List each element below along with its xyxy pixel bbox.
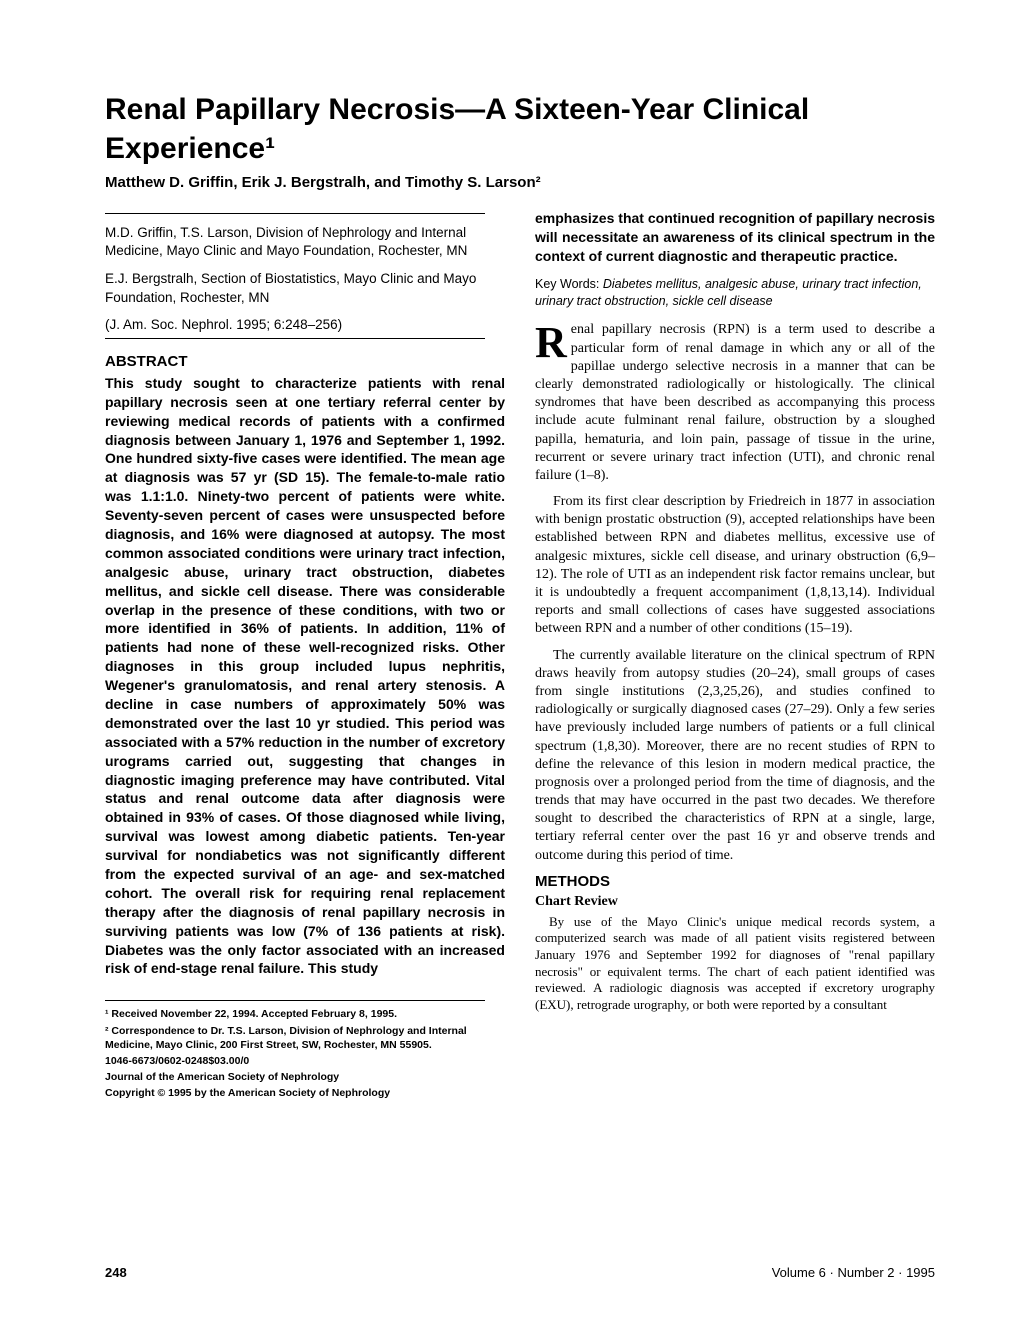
body-paragraph-3: The currently available literature on th… — [535, 647, 935, 865]
article-authors: Matthew D. Griffin, Erik J. Bergstralh, … — [105, 174, 935, 191]
volume-info: Volume 6 · Number 2 · 1995 — [772, 1265, 935, 1280]
page-number: 248 — [105, 1265, 127, 1280]
abstract-continuation: emphasizes that continued recognition of… — [535, 209, 935, 266]
footnote-3: 1046-6673/0602-0248$03.00/0 — [105, 1054, 485, 1068]
affiliation-1: M.D. Griffin, T.S. Larson, Division of N… — [105, 224, 505, 260]
methods-paragraph: By use of the Mayo Clinic's unique medic… — [535, 914, 935, 1014]
right-column: emphasizes that continued recognition of… — [535, 209, 935, 1102]
journal-reference: (J. Am. Soc. Nephrol. 1995; 6:248–256) — [105, 317, 505, 332]
body-paragraph-1: Renal papillary necrosis (RPN) is a term… — [535, 321, 935, 485]
footnote-1: ¹ Received November 22, 1994. Accepted F… — [105, 1007, 485, 1021]
keywords-label: Key Words: — [535, 277, 603, 291]
footnote-2: ² Correspondence to Dr. T.S. Larson, Div… — [105, 1024, 485, 1052]
affiliation-2: E.J. Bergstralh, Section of Biostatistic… — [105, 270, 505, 306]
chart-review-heading: Chart Review — [535, 894, 935, 910]
page-footer: 248 Volume 6 · Number 2 · 1995 — [105, 1265, 935, 1280]
abstract-heading: ABSTRACT — [105, 353, 505, 370]
dropcap-letter: R — [535, 321, 571, 361]
keywords-block: Key Words: Diabetes mellitus, analgesic … — [535, 276, 935, 310]
article-title: Renal Papillary Necrosis—A Sixteen-Year … — [105, 90, 935, 168]
abstract-text: This study sought to characterize patien… — [105, 374, 505, 979]
footnotes: ¹ Received November 22, 1994. Accepted F… — [105, 1000, 485, 1100]
left-column: M.D. Griffin, T.S. Larson, Division of N… — [105, 209, 505, 1102]
para1-text: enal papillary necrosis (RPN) is a term … — [535, 322, 935, 483]
methods-heading: METHODS — [535, 873, 935, 890]
two-column-layout: M.D. Griffin, T.S. Larson, Division of N… — [105, 209, 935, 1102]
rule-top — [105, 213, 485, 214]
footnote-4: Journal of the American Society of Nephr… — [105, 1070, 485, 1084]
footnote-5: Copyright © 1995 by the American Society… — [105, 1086, 485, 1100]
body-paragraph-2: From its first clear description by Frie… — [535, 493, 935, 639]
rule-bottom — [105, 338, 485, 339]
